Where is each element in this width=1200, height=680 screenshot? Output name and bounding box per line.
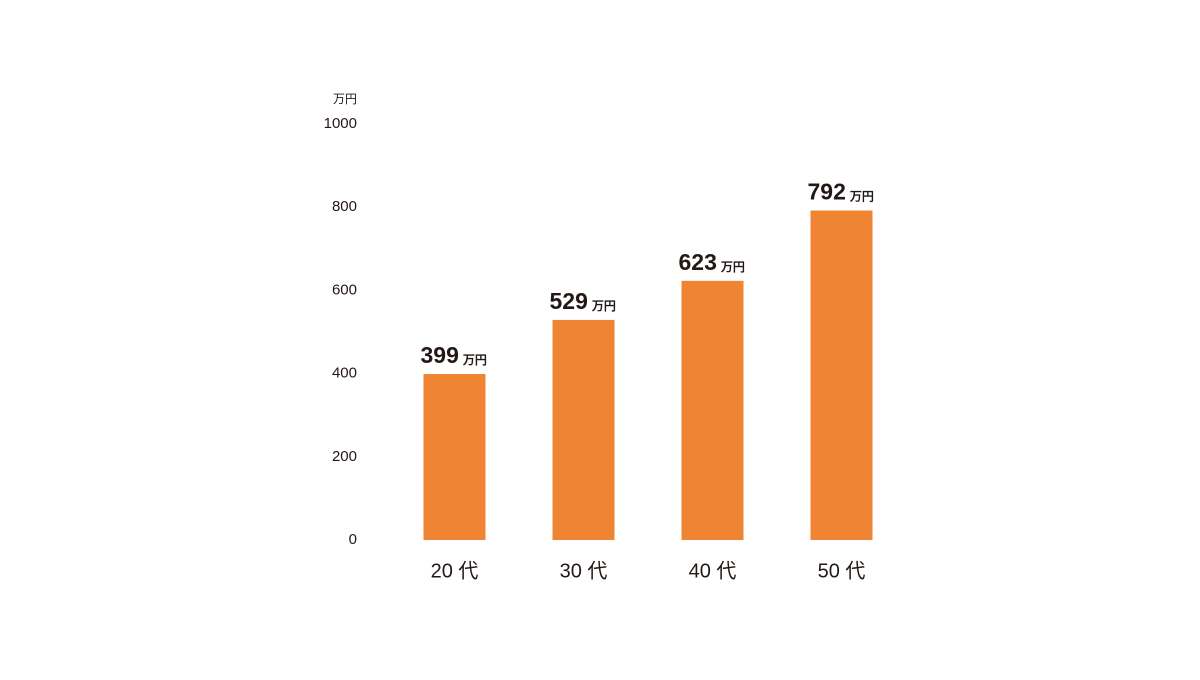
y-tick-label: 600 — [332, 281, 357, 298]
x-tick-label: 40 代 — [689, 559, 737, 582]
y-tick-label: 800 — [332, 198, 357, 215]
data-label: 399 万円 — [421, 342, 487, 368]
y-tick-label: 200 — [332, 448, 357, 465]
bar — [423, 374, 486, 540]
value-label: 792 — [808, 179, 846, 205]
value-label: 623 — [679, 249, 717, 275]
x-tick-label: 50 代 — [818, 559, 866, 582]
x-tick-label: 20 代 — [431, 559, 479, 582]
y-tick-label: 400 — [332, 365, 357, 382]
data-label: 623 万円 — [679, 249, 745, 275]
y-axis-unit: 万円 — [333, 92, 357, 106]
y-tick-label: 1000 — [324, 115, 357, 132]
value-unit: 万円 — [591, 299, 616, 313]
value-unit: 万円 — [462, 353, 487, 367]
data-label: 792 万円 — [808, 179, 874, 205]
value-unit: 万円 — [849, 190, 874, 204]
x-tick-label: 30 代 — [560, 559, 608, 582]
value-unit: 万円 — [720, 260, 745, 274]
y-tick-label: 0 — [349, 531, 357, 548]
bar — [681, 280, 744, 540]
value-label: 399 — [421, 342, 459, 368]
data-label: 529 万円 — [550, 288, 616, 314]
value-label: 529 — [550, 288, 588, 314]
bar — [810, 210, 873, 540]
bar — [552, 319, 615, 540]
